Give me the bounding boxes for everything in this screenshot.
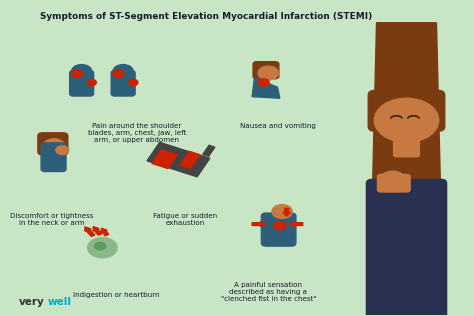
FancyBboxPatch shape [393, 132, 419, 157]
Circle shape [274, 222, 286, 230]
Circle shape [374, 98, 439, 142]
Text: Nausea and vomiting: Nausea and vomiting [239, 123, 315, 129]
Circle shape [88, 238, 117, 258]
Text: Symptoms of ST-Segment Elevation Myocardial Infarction (STEMI): Symptoms of ST-Segment Elevation Myocard… [40, 12, 372, 21]
FancyBboxPatch shape [377, 174, 410, 192]
FancyBboxPatch shape [70, 70, 94, 96]
FancyBboxPatch shape [38, 133, 68, 155]
Circle shape [258, 79, 269, 86]
Circle shape [72, 70, 82, 77]
Polygon shape [180, 151, 200, 168]
Circle shape [113, 70, 124, 77]
Text: Pain around the shoulder
blades, arm, chest, jaw, left
arm, or upper abdomen: Pain around the shoulder blades, arm, ch… [88, 123, 186, 143]
Text: Fatigue or sudden
exhaustion: Fatigue or sudden exhaustion [153, 213, 218, 226]
Polygon shape [203, 145, 215, 156]
FancyBboxPatch shape [111, 70, 135, 96]
FancyBboxPatch shape [261, 213, 296, 246]
Circle shape [258, 66, 278, 80]
Text: very: very [18, 297, 44, 307]
FancyBboxPatch shape [253, 62, 279, 79]
FancyArrow shape [93, 227, 102, 235]
FancyArrow shape [252, 222, 266, 227]
FancyBboxPatch shape [366, 179, 447, 316]
Circle shape [272, 204, 292, 218]
FancyArrow shape [85, 227, 95, 236]
Text: well: well [47, 297, 72, 307]
FancyBboxPatch shape [368, 90, 445, 131]
FancyBboxPatch shape [41, 143, 66, 172]
Circle shape [72, 64, 92, 78]
Circle shape [87, 79, 96, 86]
Polygon shape [252, 78, 280, 98]
Polygon shape [147, 142, 210, 177]
Circle shape [128, 79, 138, 86]
Circle shape [43, 139, 65, 154]
Circle shape [94, 242, 106, 250]
Polygon shape [372, 23, 441, 296]
Text: Indigestion or heartburn: Indigestion or heartburn [73, 292, 160, 298]
Circle shape [113, 64, 133, 78]
Polygon shape [152, 150, 177, 168]
Text: A painful sensation
described as having a
"clenched fist in the chest": A painful sensation described as having … [220, 282, 316, 302]
Circle shape [56, 146, 69, 155]
FancyArrow shape [289, 222, 303, 227]
Text: Discomfort or tightness
in the neck or arm: Discomfort or tightness in the neck or a… [10, 213, 93, 226]
Circle shape [380, 171, 406, 189]
FancyArrow shape [101, 228, 109, 236]
FancyArrow shape [283, 208, 291, 216]
